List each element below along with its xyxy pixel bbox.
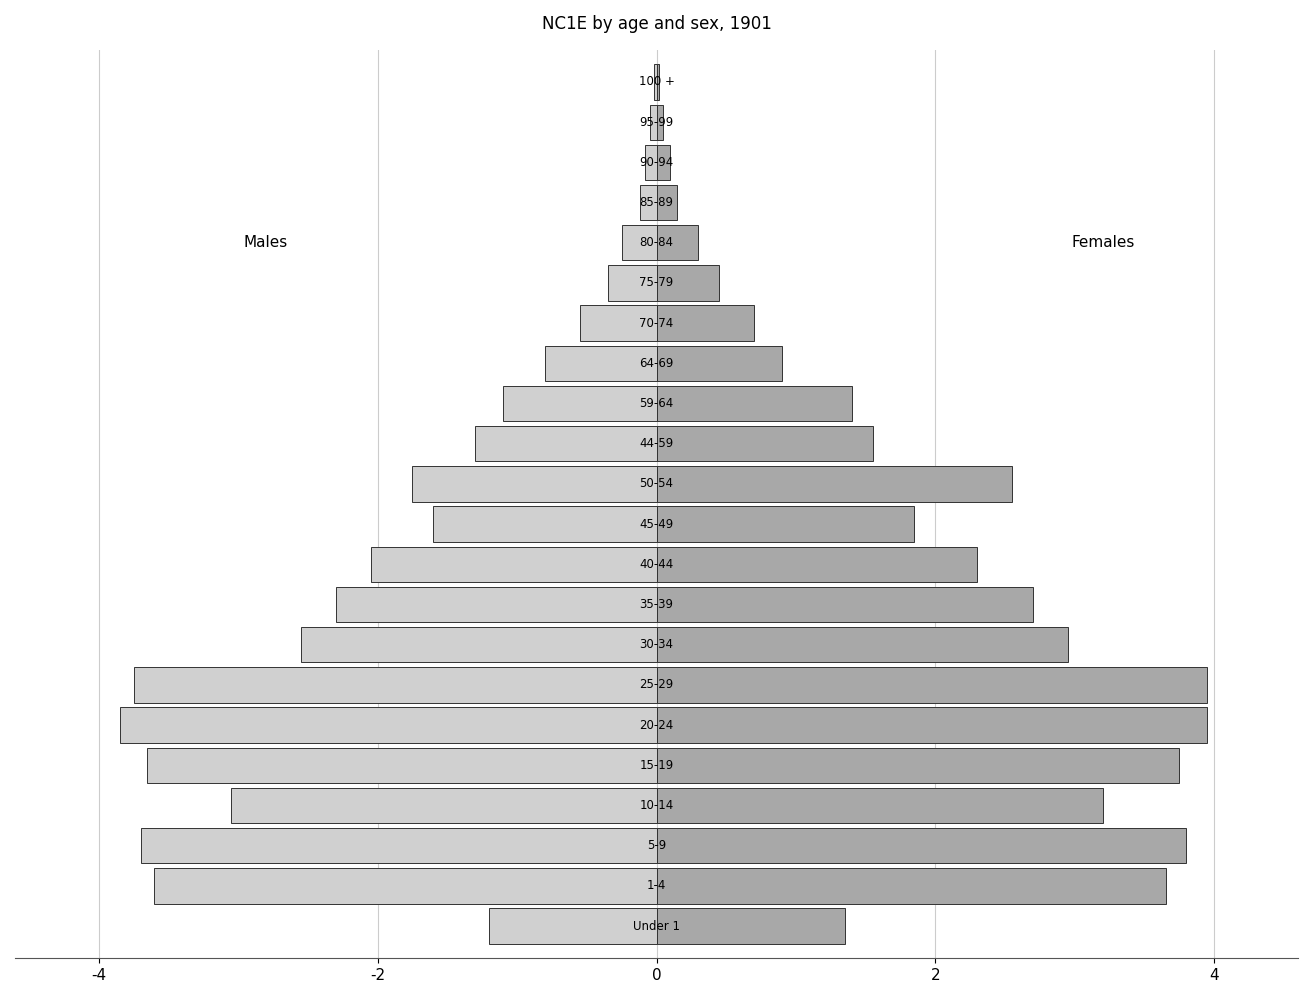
Bar [412, 466, 656, 502]
Text: 75-79: 75-79 [639, 276, 674, 289]
Bar [656, 226, 699, 260]
Bar [580, 305, 656, 341]
Bar [656, 466, 1012, 502]
Text: 59-64: 59-64 [639, 397, 674, 410]
Text: 5-9: 5-9 [647, 839, 666, 852]
Bar [503, 386, 656, 421]
Bar [656, 547, 977, 582]
Bar [656, 305, 754, 341]
Bar [656, 345, 783, 381]
Text: 64-69: 64-69 [639, 357, 674, 370]
Bar [475, 426, 656, 461]
Bar [656, 787, 1103, 823]
Bar [545, 345, 656, 381]
Bar [656, 265, 720, 300]
Text: 90-94: 90-94 [639, 156, 674, 169]
Bar [656, 828, 1187, 863]
Text: Males: Males [244, 236, 288, 250]
Bar [134, 668, 656, 703]
Bar [119, 708, 656, 743]
Bar [656, 668, 1208, 703]
Text: Females: Females [1071, 236, 1134, 250]
Text: 70-74: 70-74 [639, 316, 674, 329]
Bar [656, 868, 1166, 903]
Bar [656, 386, 852, 421]
Text: 25-29: 25-29 [639, 679, 674, 692]
Text: 40-44: 40-44 [639, 558, 674, 571]
Bar [433, 506, 656, 542]
Bar [656, 64, 659, 100]
Bar [336, 587, 656, 622]
Title: NC1E by age and sex, 1901: NC1E by age and sex, 1901 [541, 15, 772, 33]
Text: 1-4: 1-4 [647, 879, 666, 892]
Bar [646, 145, 656, 180]
Text: 44-59: 44-59 [639, 437, 674, 450]
Bar [140, 828, 656, 863]
Text: 20-24: 20-24 [639, 719, 674, 732]
Bar [639, 185, 656, 221]
Bar [650, 105, 656, 140]
Bar [656, 627, 1067, 663]
Bar [621, 226, 656, 260]
Text: Under 1: Under 1 [633, 919, 680, 932]
Bar [656, 185, 678, 221]
Bar [231, 787, 656, 823]
Bar [656, 426, 873, 461]
Bar [656, 145, 671, 180]
Bar [656, 105, 663, 140]
Bar [490, 908, 656, 944]
Text: 30-34: 30-34 [639, 639, 674, 652]
Bar [301, 627, 656, 663]
Text: 85-89: 85-89 [639, 196, 674, 209]
Text: 15-19: 15-19 [639, 758, 674, 771]
Bar [656, 587, 1033, 622]
Bar [656, 506, 914, 542]
Bar [656, 908, 844, 944]
Text: 50-54: 50-54 [639, 477, 674, 490]
Text: 35-39: 35-39 [639, 598, 674, 611]
Bar [370, 547, 656, 582]
Bar [608, 265, 656, 300]
Bar [656, 708, 1208, 743]
Bar [155, 868, 656, 903]
Bar [147, 748, 656, 783]
Text: 45-49: 45-49 [639, 518, 674, 531]
Text: 95-99: 95-99 [639, 116, 674, 129]
Bar [654, 64, 656, 100]
Bar [656, 748, 1179, 783]
Text: 10-14: 10-14 [639, 799, 674, 812]
Text: 100 +: 100 + [638, 76, 675, 89]
Text: 80-84: 80-84 [639, 237, 674, 250]
